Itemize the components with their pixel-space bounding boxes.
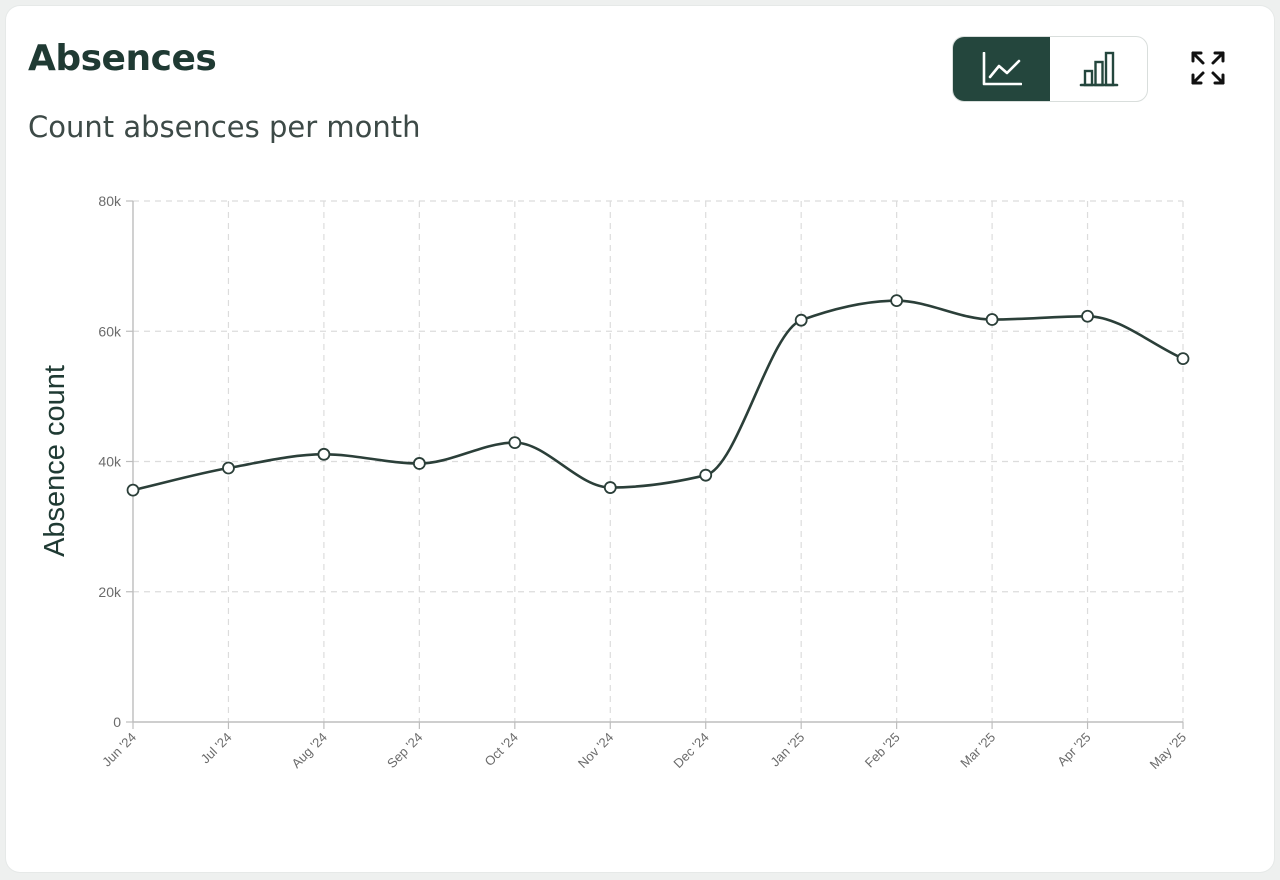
y-tick-label: 80k (98, 193, 122, 209)
x-tick-label: Jan '25 (767, 730, 807, 770)
y-tick-label: 20k (98, 584, 122, 600)
data-point[interactable] (222, 461, 235, 475)
data-point[interactable] (126, 483, 140, 497)
y-tick-label: 60k (98, 323, 122, 339)
x-tick-label: Oct '24 (481, 730, 520, 769)
bar-chart-button[interactable] (1050, 37, 1147, 101)
y-axis-title: Absence count (39, 365, 71, 557)
data-point[interactable] (317, 447, 331, 461)
card-subtitle: Count absences per month (28, 110, 421, 144)
y-tick-label: 40k (98, 454, 122, 470)
y-tick-label: 0 (113, 714, 121, 730)
x-tick-label: Mar '25 (957, 730, 998, 771)
expand-icon (1191, 51, 1225, 85)
data-point[interactable] (508, 436, 522, 450)
x-tick-label: Apr '25 (1054, 730, 1093, 769)
chart-axes: 0 20k 40k 60k 80k Jun '24 Jul '24 Aug '24 Sep '2… (98, 193, 1189, 772)
data-point[interactable] (890, 294, 904, 308)
chart-points (126, 294, 1190, 497)
x-tick-label: Sep '24 (384, 730, 425, 771)
x-tick-label: Nov '24 (575, 730, 616, 771)
data-point[interactable] (412, 457, 426, 470)
x-tick-label: May '25 (1147, 730, 1190, 773)
data-point[interactable] (603, 481, 617, 494)
x-tick-label: Dec '24 (670, 730, 711, 771)
data-point[interactable] (699, 468, 713, 482)
data-point[interactable] (1176, 352, 1190, 366)
data-point[interactable] (1081, 309, 1094, 323)
card-title: Absences (28, 38, 217, 79)
chart-type-toggle (952, 36, 1148, 102)
data-point[interactable] (985, 313, 999, 326)
line-chart-button[interactable] (953, 37, 1050, 101)
chart-grid (133, 200, 1184, 722)
x-tick-label: Jun '24 (99, 730, 139, 770)
line-chart-icon (982, 52, 1022, 86)
absences-card (6, 6, 1274, 872)
x-tick-label: Aug '24 (289, 730, 330, 771)
data-point[interactable] (794, 313, 808, 327)
expand-button[interactable] (1186, 46, 1230, 90)
x-tick-label: Feb '25 (862, 730, 903, 771)
bar-chart-icon (1079, 51, 1118, 87)
x-tick-label: Jul '24 (198, 730, 235, 767)
